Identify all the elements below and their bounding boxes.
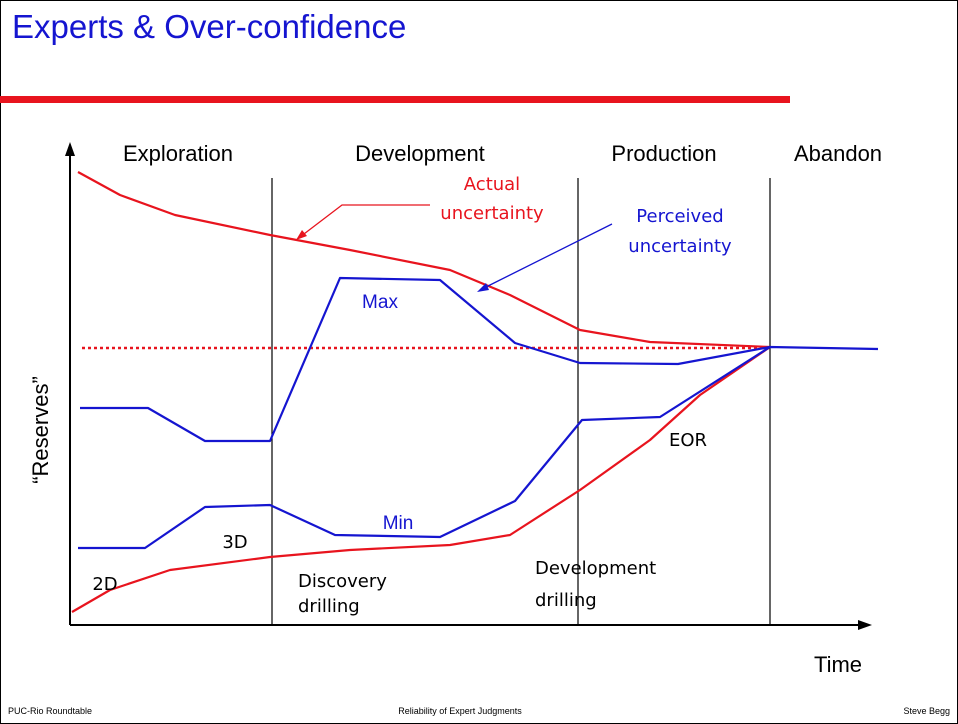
annotation: Discovery	[298, 571, 387, 592]
phase-label: Production	[611, 141, 716, 166]
annotation: drilling	[298, 596, 360, 617]
phase-label: Exploration	[123, 141, 233, 166]
phase-dividers	[271, 178, 771, 625]
footer-left: PUC-Rio Roundtable	[8, 706, 92, 716]
x-arrow	[858, 620, 872, 630]
actual-arrow	[299, 204, 430, 238]
footer-right: Steve Begg	[903, 706, 950, 716]
actual-upper	[77, 171, 771, 349]
annotation: 3D	[222, 532, 247, 553]
annotation: 2D	[92, 574, 117, 595]
perceived-arrow	[483, 223, 613, 289]
actual-lower	[71, 346, 771, 613]
footer-center: Reliability of Expert Judgments	[398, 706, 522, 716]
perceived-min	[78, 346, 771, 550]
axes	[69, 152, 862, 626]
annotation: Perceived	[636, 206, 723, 227]
x-axis-label: Time	[814, 652, 862, 677]
annotation: Actual	[464, 174, 520, 195]
title-bar	[0, 96, 790, 103]
title: Experts & Over-confidence	[12, 8, 406, 45]
perceived-arrowhead	[477, 283, 489, 292]
y-axis-label: “Reserves”	[28, 376, 53, 484]
phase-label: Development	[355, 141, 485, 166]
annotation: uncertainty	[628, 236, 732, 257]
annotation: EOR	[669, 430, 707, 451]
annotation: uncertainty	[440, 203, 544, 224]
y-arrow	[65, 142, 75, 156]
perceived-max	[80, 276, 879, 443]
phase-label: Abandon	[794, 141, 882, 166]
annotation: drilling	[535, 590, 597, 611]
annotation: Max	[362, 292, 398, 313]
annotation: Min	[383, 513, 414, 534]
annotation: Development	[535, 558, 656, 579]
actual-arrowhead	[296, 230, 307, 240]
